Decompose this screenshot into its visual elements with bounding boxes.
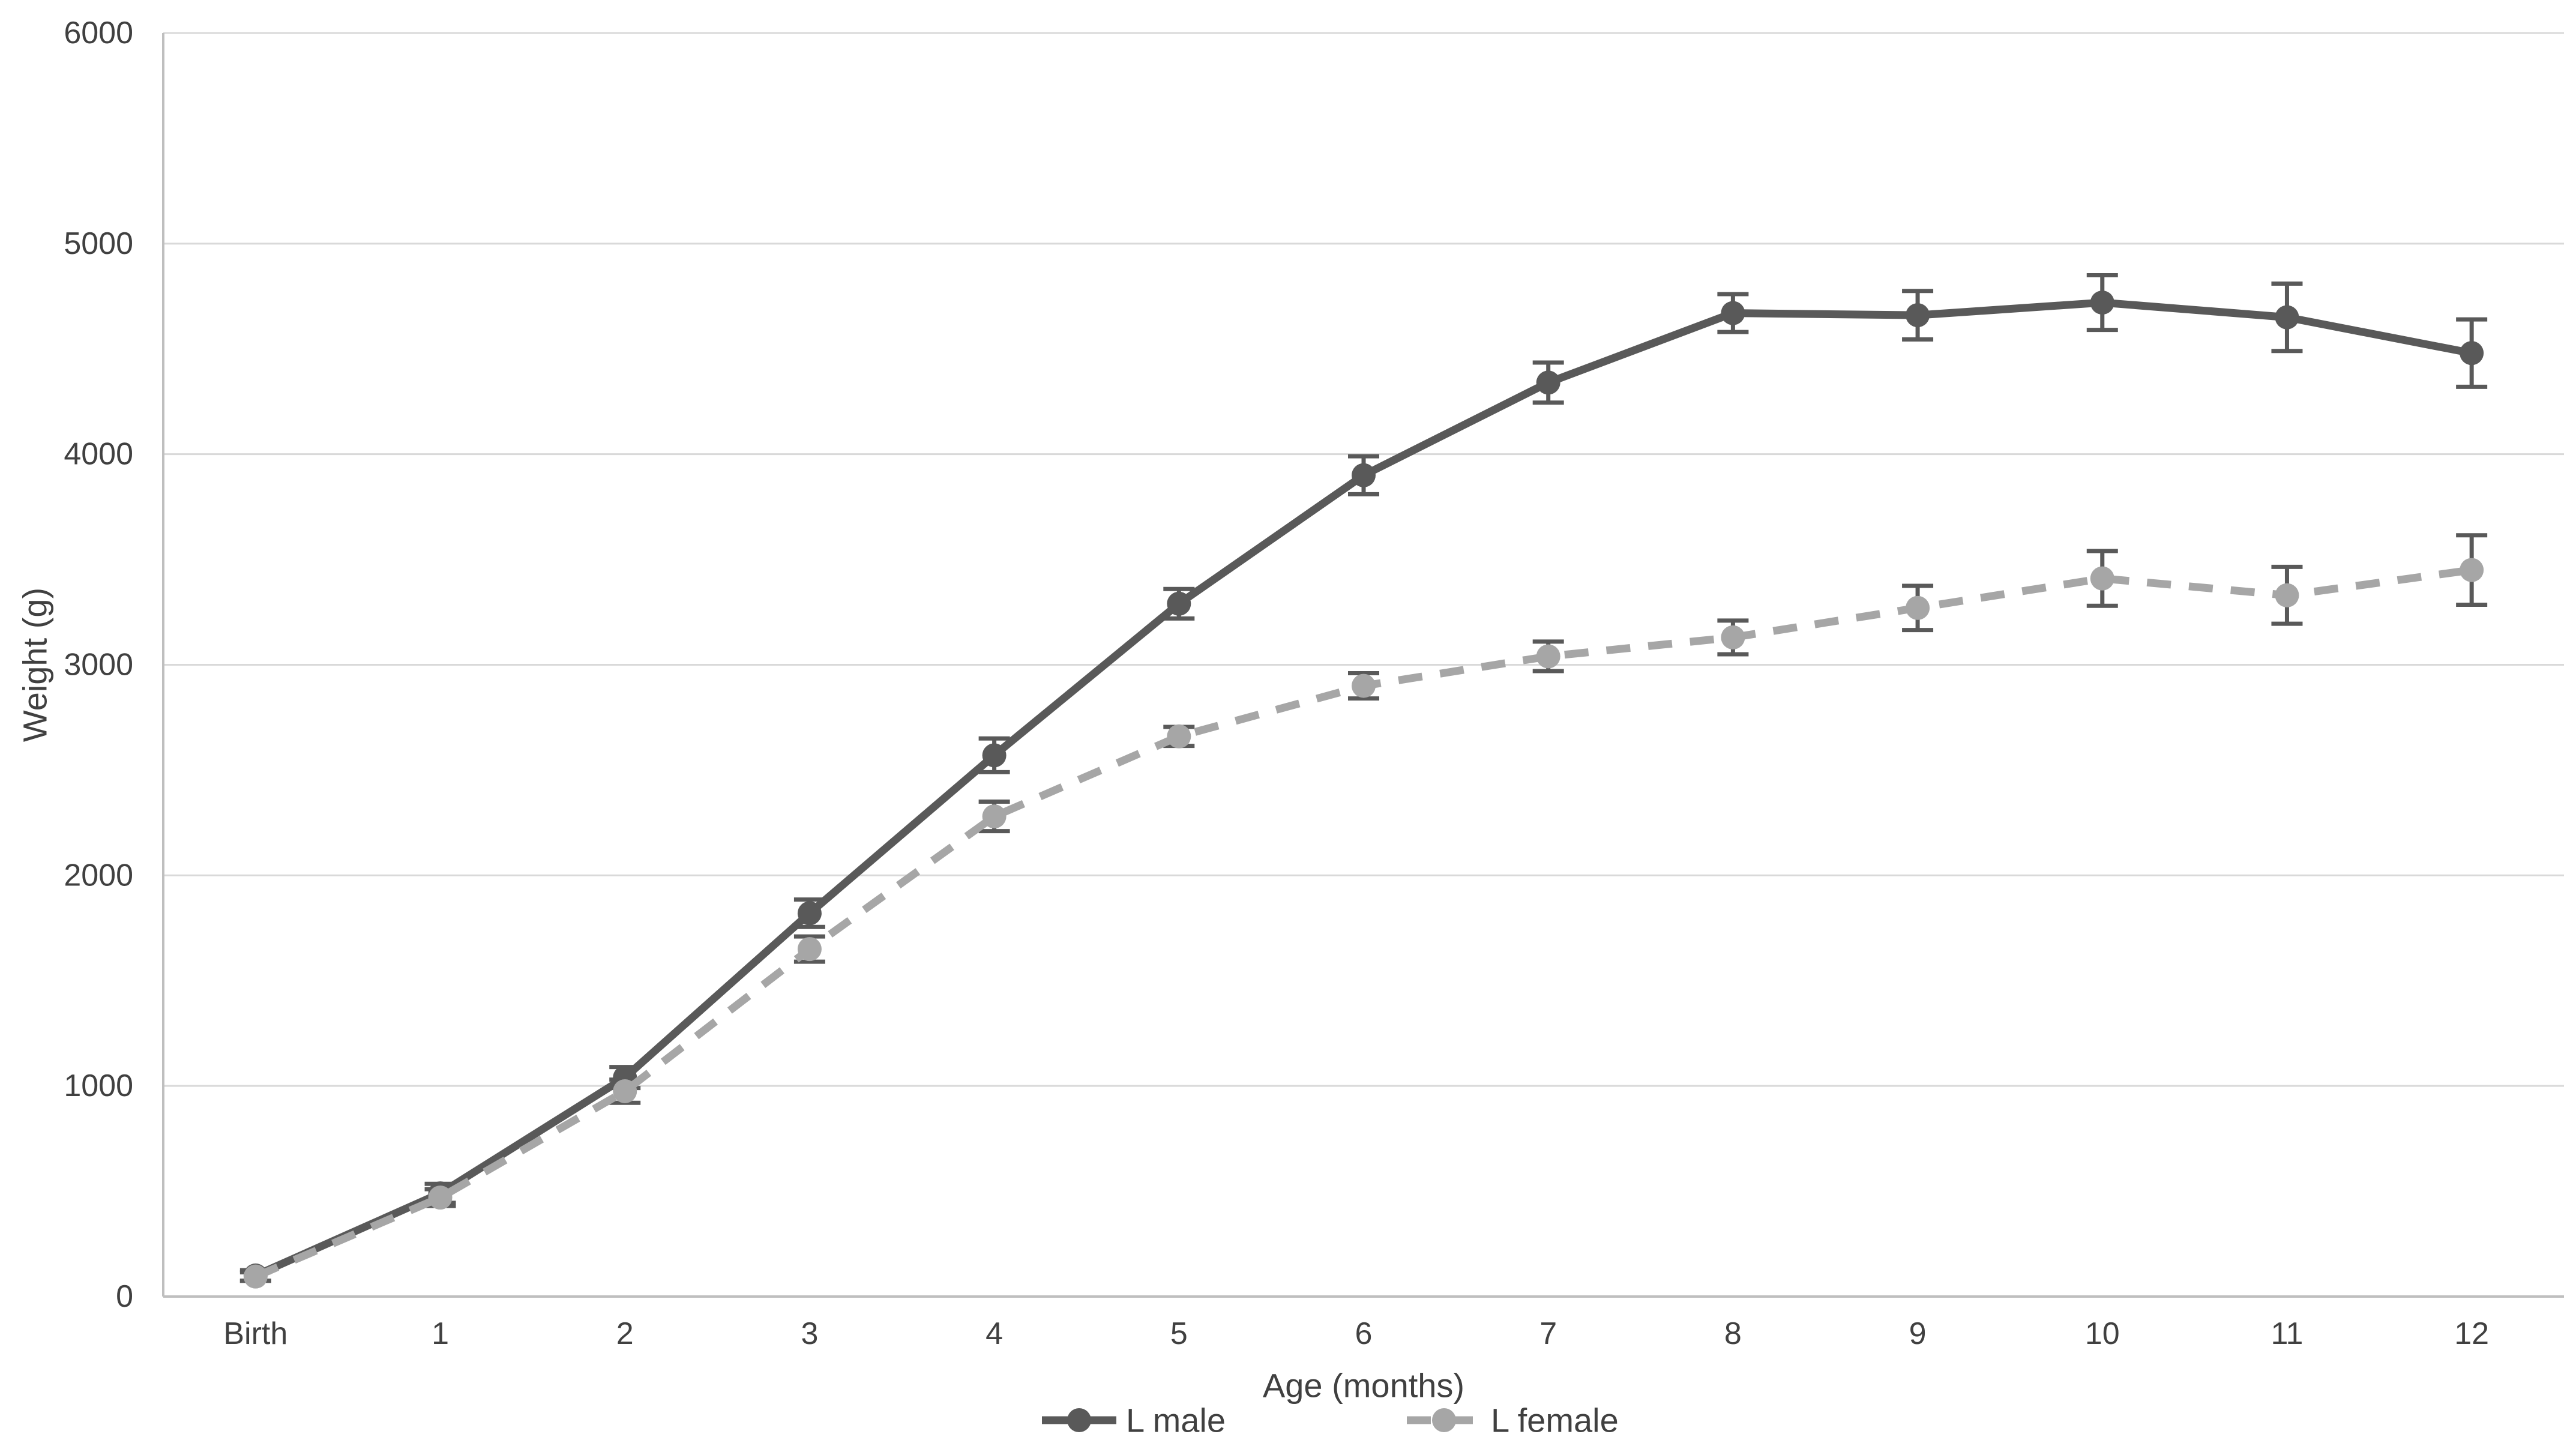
l-female-data-point [243,1264,268,1289]
x-tick-label: 2 [616,1316,634,1351]
y-tick-label: 4000 [64,437,133,472]
l-female-data-point [2275,583,2299,607]
x-tick-label: 12 [2454,1316,2489,1351]
l-male-data-point [2275,305,2299,330]
l-male-data-point [2090,291,2114,315]
l-female-data-point [1721,625,1745,649]
l-male-series-line [254,298,2473,1279]
l-female-data-point [1906,595,1930,620]
x-tick-label: 7 [1539,1316,1557,1351]
l-female-data-point [1536,644,1560,669]
l-male-data-point [1536,370,1560,395]
l-female-data-point [2090,566,2114,591]
x-tick-label: 4 [986,1316,1003,1351]
l-male-data-point [1906,303,1930,328]
l-male-legend-marker [1067,1408,1091,1432]
x-tick-label: 5 [1170,1316,1188,1351]
l-female-legend-marker [1432,1408,1456,1432]
x-tick-label: 10 [2085,1316,2120,1351]
l-male-data-point [1167,591,1191,616]
y-tick-label: 3000 [64,648,133,682]
x-tick-label: 11 [2271,1316,2303,1351]
l-female-data-point [613,1079,637,1103]
x-tick-label: 3 [801,1316,818,1351]
x-axis-title: Age (months) [1263,1367,1464,1405]
l-female-data-point [1352,673,1376,698]
l-female-data-point [982,804,1007,829]
l-female-data-point [1167,724,1191,749]
y-tick-label: 1000 [64,1068,133,1103]
x-tick-label: 1 [432,1316,449,1351]
y-tick-label: 2000 [64,858,133,893]
y-axis-title: Weight (g) [16,588,54,742]
x-tick-label: 9 [1909,1316,1927,1351]
y-tick-label: 6000 [64,16,133,50]
l-male-legend-label: L male [1126,1402,1226,1439]
l-male-data-point [2460,341,2484,366]
y-tick-label: 5000 [64,226,133,261]
l-female-data-point [797,937,822,962]
x-tick-label: Birth [223,1316,287,1351]
l-male-data-point [797,901,822,926]
x-tick-label: 6 [1355,1316,1373,1351]
l-female-data-point [428,1185,453,1210]
l-male-data-point [1721,301,1745,325]
l-female-legend-label: L female [1491,1402,1619,1439]
l-male-data-point [982,743,1007,768]
y-tick-label: 0 [116,1279,133,1314]
l-male-data-point [1352,463,1376,487]
l-female-data-point [2460,558,2484,582]
x-tick-label: 8 [1724,1316,1742,1351]
